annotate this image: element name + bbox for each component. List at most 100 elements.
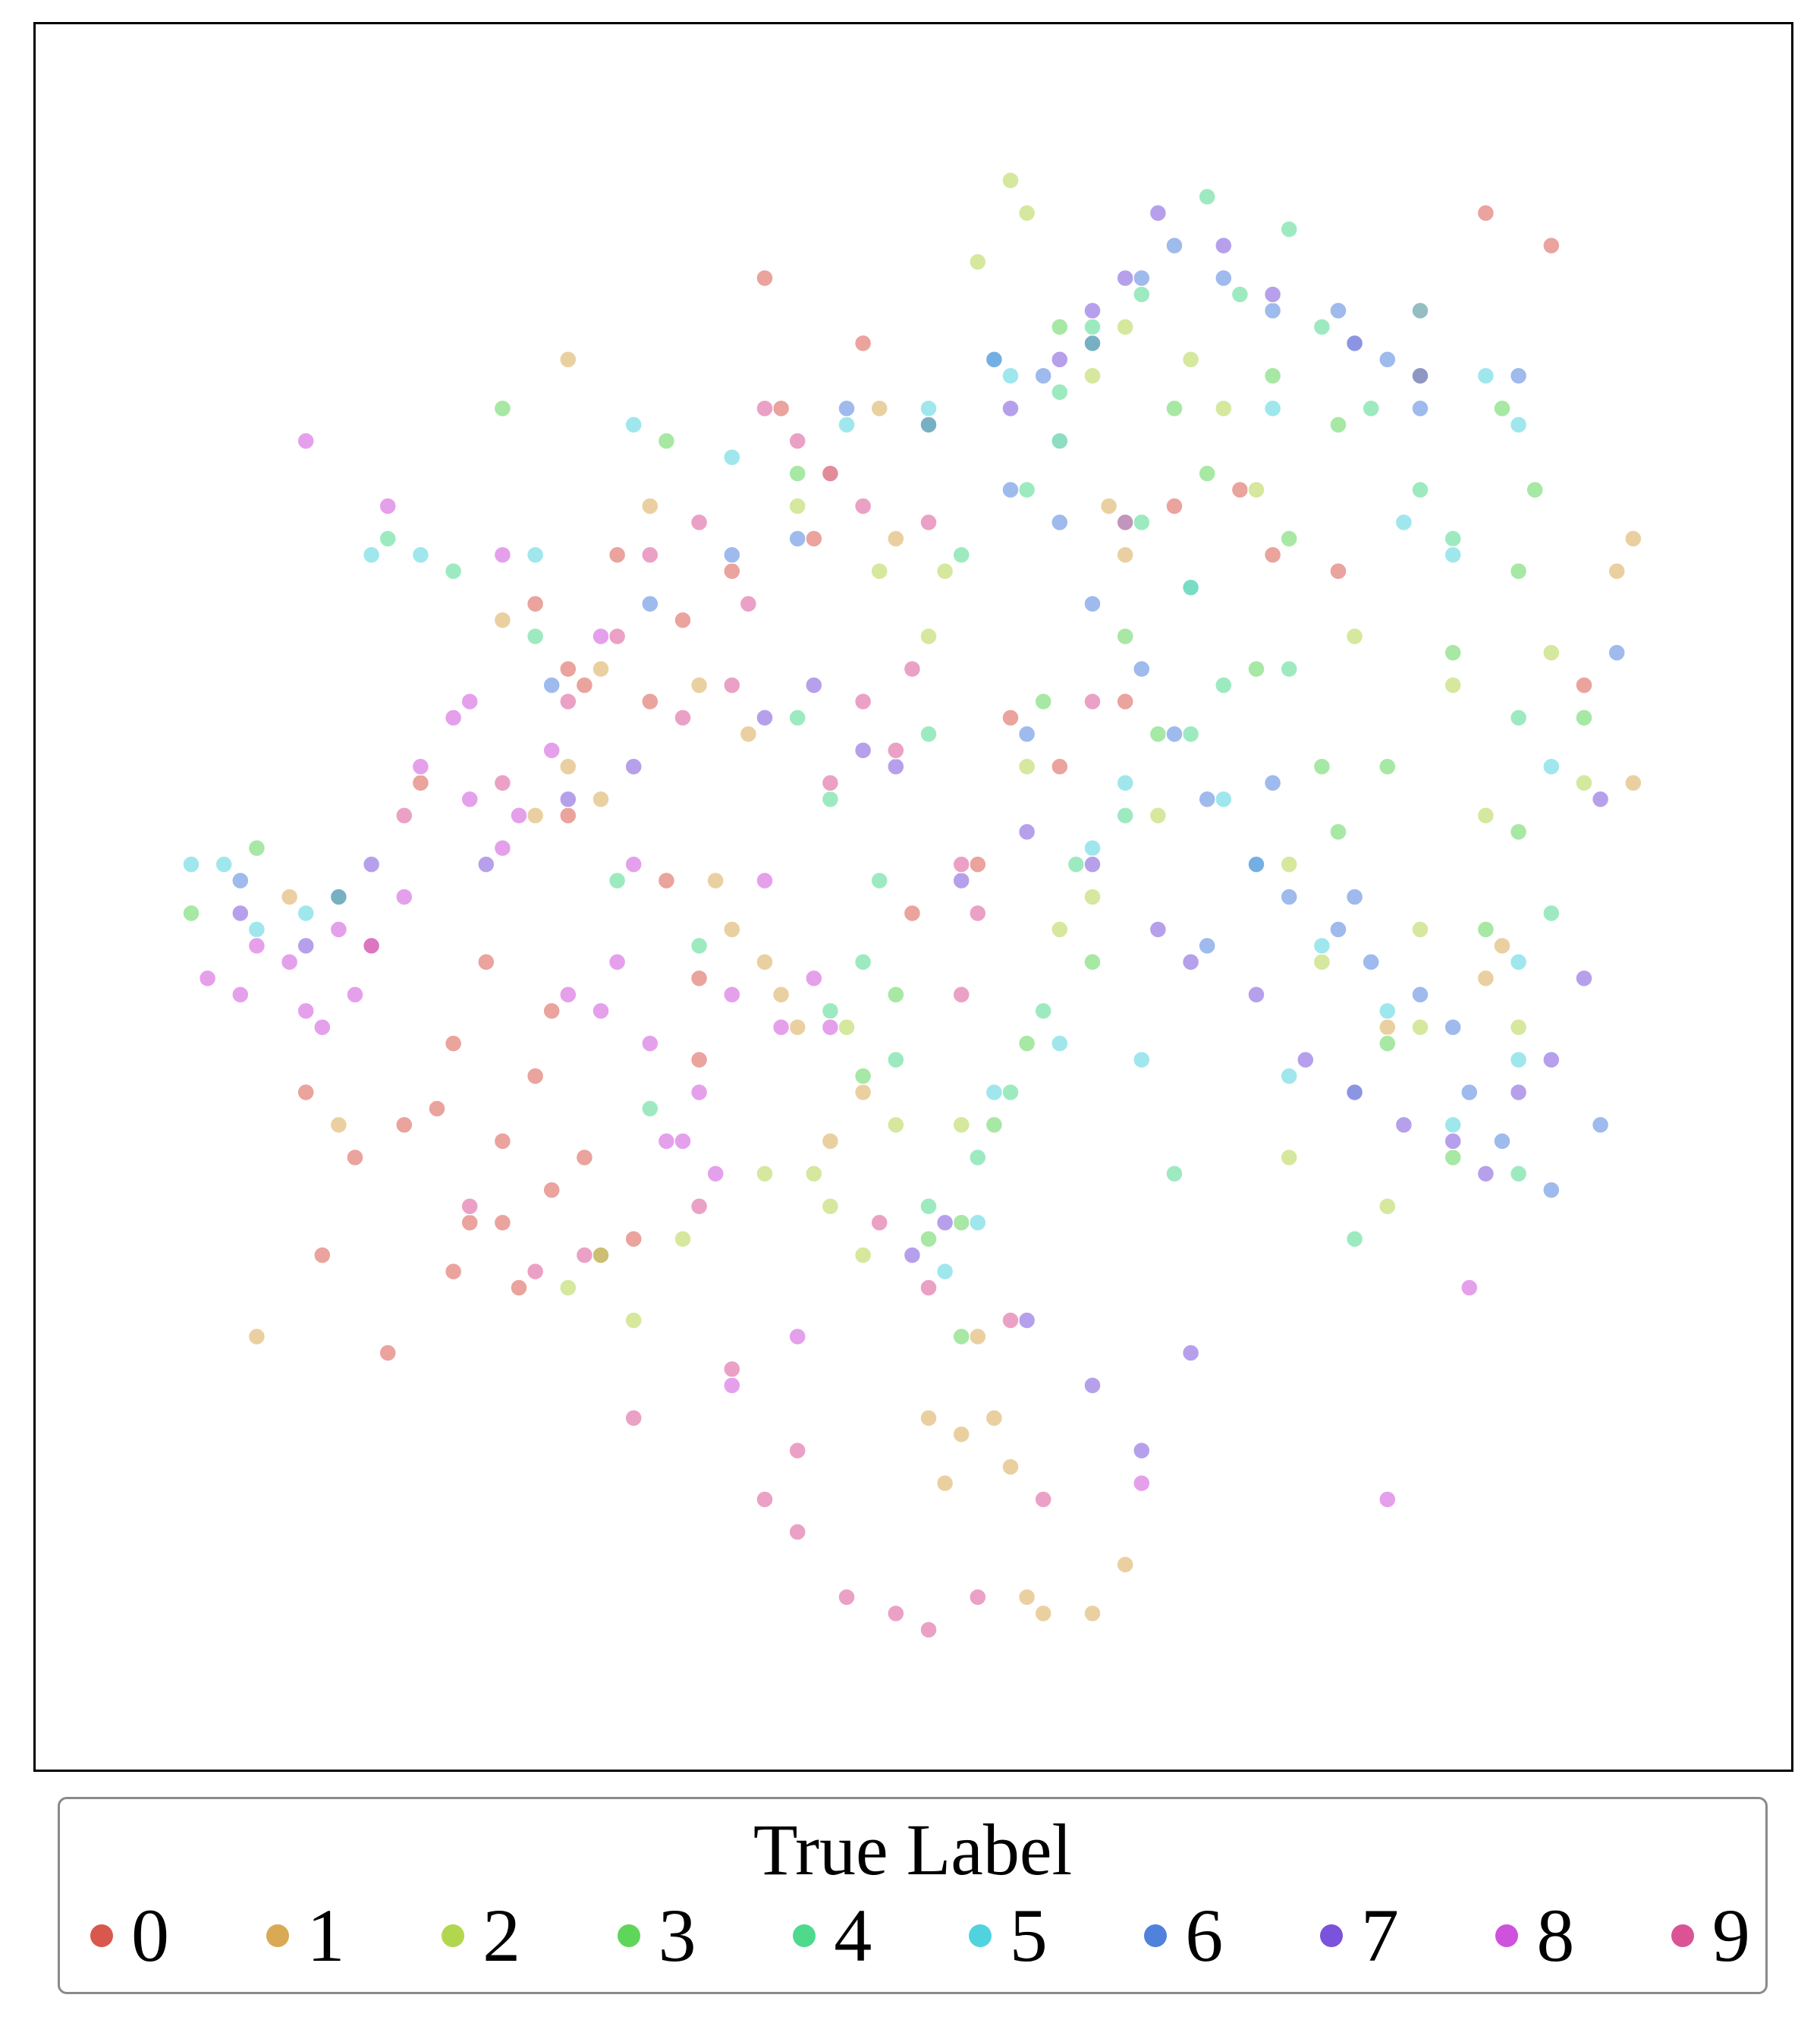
scatter-point-label-9 [821, 774, 840, 792]
scatter-point-label-1 [559, 757, 577, 776]
scatter-point-label-6 [1247, 855, 1265, 873]
scatter-point-label-1 [788, 1018, 806, 1037]
scatter-point-label-4 [1362, 399, 1380, 417]
scatter-point-label-1 [756, 953, 774, 971]
scatter-point-label-5 [969, 1213, 987, 1232]
scatter-point-label-9 [919, 1279, 938, 1297]
scatter-point-label-7 [231, 904, 250, 923]
scatter-point-label-3 [1476, 920, 1495, 939]
scatter-point-label-7 [1017, 823, 1036, 841]
scatter-point-label-5 [247, 920, 266, 939]
scatter-point-label-0 [756, 269, 774, 288]
scatter-point-label-4 [969, 1148, 987, 1167]
scatter-point-label-1 [1624, 774, 1642, 792]
scatter-point-label-3 [1083, 953, 1102, 971]
scatter-point-label-9 [952, 855, 970, 873]
legend-marker-5 [968, 1924, 992, 1947]
scatter-point-label-3 [952, 1327, 970, 1346]
scatter-point-label-7 [1297, 1050, 1315, 1069]
scatter-point-label-4 [1051, 382, 1069, 401]
scatter-point-label-1 [1017, 1588, 1036, 1606]
scatter-point-label-7 [1149, 203, 1168, 222]
scatter-point-label-1 [592, 659, 610, 678]
scatter-point-label-4 [1280, 659, 1298, 678]
scatter-point-label-7 [297, 936, 315, 955]
scatter-point-label-0 [1001, 709, 1020, 727]
legend-item-4: 4 [793, 1898, 872, 1974]
scatter-point-label-8 [674, 1132, 692, 1150]
scatter-point-label-0 [1116, 692, 1134, 711]
scatter-point-label-2 [1575, 774, 1593, 792]
scatter-point-label-1 [1099, 497, 1118, 515]
scatter-point-label-8 [706, 1165, 725, 1183]
scatter-point-label-4 [1001, 1083, 1020, 1102]
legend-item-0: 0 [90, 1898, 169, 1974]
scatter-point-label-6 [788, 530, 806, 548]
scatter-point-label-1 [1493, 936, 1511, 955]
scatter-point-label-8 [313, 1018, 332, 1037]
legend-marker-1 [266, 1924, 289, 1947]
scatter-point-label-2 [592, 1246, 610, 1264]
scatter-point-label-9 [853, 692, 872, 711]
scatter-point-label-8 [821, 1018, 840, 1037]
scatter-point-label-4 [1165, 1165, 1183, 1183]
scatter-point-label-3 [1280, 530, 1298, 548]
scatter-point-label-7 [1247, 986, 1265, 1004]
scatter-point-label-2 [1116, 318, 1134, 336]
legend-label-8: 8 [1536, 1893, 1575, 1977]
scatter-point-label-9 [870, 1213, 888, 1232]
scatter-point-label-2 [624, 1311, 643, 1329]
legend-marker-8 [1495, 1924, 1519, 1947]
scatter-point-label-6 [1378, 351, 1397, 369]
scatter-point-label-4 [919, 725, 938, 744]
legend-item-9: 9 [1671, 1898, 1750, 1974]
scatter-point-label-7 [1083, 855, 1102, 873]
legend-label-6: 6 [1185, 1893, 1224, 1977]
scatter-point-label-9 [952, 986, 970, 1004]
scatter-point-label-4 [444, 562, 463, 580]
scatter-point-label-0 [346, 1148, 364, 1167]
scatter-point-label-0 [608, 546, 627, 565]
legend: True Label 0 1 2 3 4 5 6 7 8 9 [58, 1797, 1768, 1994]
scatter-point-label-0 [723, 562, 741, 580]
scatter-point-label-7 [1083, 301, 1102, 320]
scatter-point-label-1 [1116, 1556, 1134, 1574]
scatter-point-label-2 [969, 253, 987, 271]
scatter-point-label-1 [870, 399, 888, 417]
legend-marker-3 [617, 1924, 640, 1947]
scatter-point-label-4 [1411, 480, 1429, 499]
scatter-point-label-6 [985, 351, 1004, 369]
scatter-point-label-5 [1444, 546, 1462, 565]
scatter-point-label-1 [821, 1132, 840, 1150]
scatter-point-label-0 [379, 1344, 397, 1362]
scatter-point-label-8 [461, 790, 479, 808]
scatter-point-label-9 [756, 399, 774, 417]
scatter-point-label-9 [756, 1490, 774, 1509]
scatter-point-label-1 [247, 1327, 266, 1346]
scatter-point-label-5 [526, 546, 545, 565]
scatter-point-label-2 [887, 1115, 905, 1134]
scatter-point-label-2 [1083, 888, 1102, 906]
scatter-point-label-0 [1231, 480, 1249, 499]
scatter-point-label-6 [1444, 1018, 1462, 1037]
scatter-point-label-1 [592, 790, 610, 808]
scatter-point-label-7 [805, 676, 823, 694]
scatter-point-label-5 [1263, 399, 1282, 417]
scatter-point-label-1 [723, 920, 741, 939]
scatter-point-label-3 [1051, 318, 1069, 336]
scatter-point-label-5 [1181, 578, 1200, 597]
scatter-point-label-9 [624, 1408, 643, 1427]
legend-label-7: 7 [1360, 1893, 1399, 1977]
scatter-point-label-7 [1017, 1311, 1036, 1329]
scatter-point-label-1 [1034, 1604, 1052, 1622]
scatter-point-label-3 [1263, 367, 1282, 385]
scatter-point-label-5 [1542, 757, 1561, 776]
scatter-point-label-4 [788, 709, 806, 727]
scatter-point-label-1 [853, 1083, 872, 1102]
scatter-point-label-8 [624, 855, 643, 873]
scatter-point-label-5 [1411, 301, 1429, 320]
scatter-point-label-8 [493, 838, 512, 857]
scatter-point-label-6 [723, 546, 741, 565]
scatter-point-label-9 [608, 627, 627, 646]
scatter-point-label-6 [641, 594, 659, 613]
